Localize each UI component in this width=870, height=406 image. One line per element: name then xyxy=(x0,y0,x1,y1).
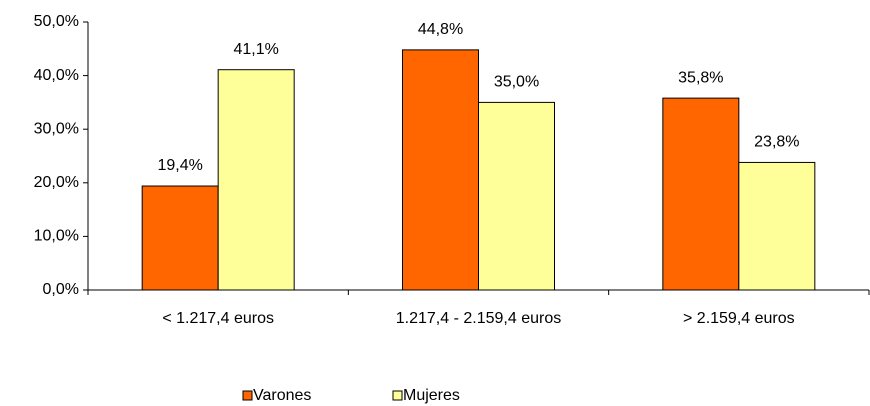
value-label: 41,1% xyxy=(233,41,278,58)
x-tick-label: < 1.217,4 euros xyxy=(162,310,274,327)
y-tick-label: 30,0% xyxy=(34,120,79,137)
legend-swatch xyxy=(392,390,403,401)
x-tick-label: > 2.159,4 euros xyxy=(683,310,795,327)
value-label: 35,0% xyxy=(494,74,539,91)
bar xyxy=(478,101,555,291)
y-tick-label: 20,0% xyxy=(34,174,79,191)
y-tick-label: 0,0% xyxy=(43,281,79,298)
x-tick-label: 1.217,4 - 2.159,4 euros xyxy=(396,310,561,327)
legend-swatch xyxy=(242,390,253,401)
value-label: 35,8% xyxy=(678,69,723,86)
bar xyxy=(402,49,479,291)
bar xyxy=(217,69,295,291)
legend-label: Varones xyxy=(253,387,311,404)
y-tick-label: 50,0% xyxy=(34,13,79,30)
bar xyxy=(141,185,219,291)
bar xyxy=(738,161,816,291)
legend-label: Mujeres xyxy=(403,387,460,404)
value-label: 19,4% xyxy=(157,157,202,174)
bar xyxy=(662,97,740,291)
value-label: 44,8% xyxy=(418,21,463,38)
y-tick-label: 10,0% xyxy=(34,228,79,245)
y-tick-label: 40,0% xyxy=(34,67,79,84)
value-label: 23,8% xyxy=(754,134,799,151)
